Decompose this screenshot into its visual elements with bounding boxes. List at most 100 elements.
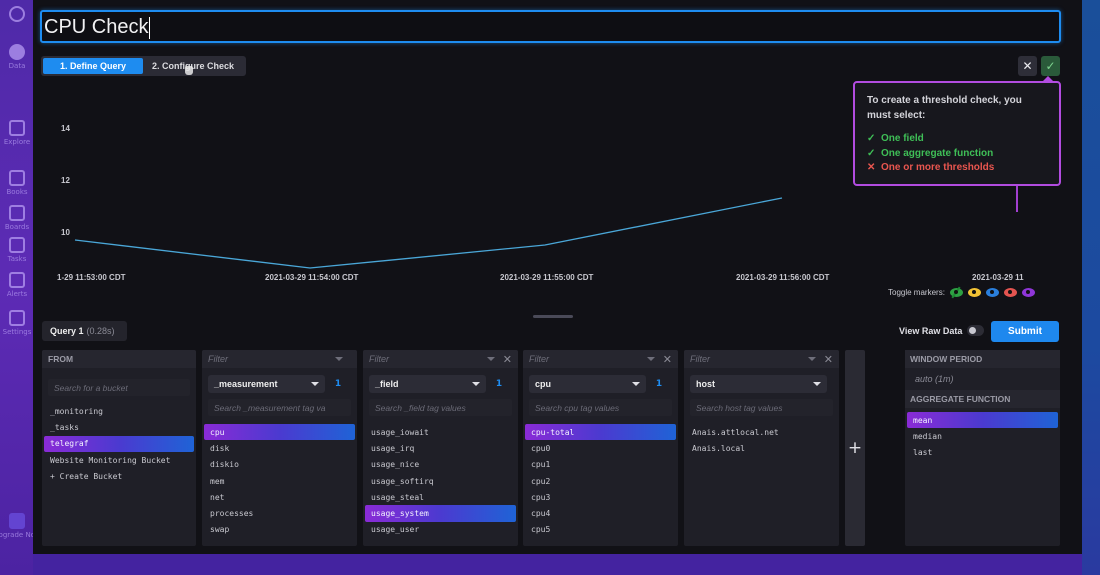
window-period-value[interactable]: auto (1m)	[915, 374, 954, 384]
check-icon: ✓	[867, 147, 876, 159]
tag-key-select[interactable]: _measurement	[208, 375, 325, 393]
tag-value-item[interactable]: usage_irq	[371, 443, 415, 453]
step-tabs: 1. Define Query 2. Configure Check	[41, 56, 246, 76]
tab-configure-check[interactable]: 2. Configure Check	[151, 61, 234, 71]
tag-key-select[interactable]: cpu	[529, 375, 646, 393]
nav-explore[interactable]: Explore	[3, 120, 31, 156]
tag-value-item[interactable]: cpu5	[531, 525, 551, 535]
logo-icon[interactable]	[3, 6, 31, 42]
bucket-item[interactable]: _tasks	[50, 422, 79, 432]
tag-value-item[interactable]: usage_steal	[371, 492, 424, 502]
threshold-line-marker	[1016, 186, 1018, 212]
filter-select[interactable]: Filter	[690, 354, 710, 364]
x-tick: 2021-03-29 11:55:00 CDT	[500, 273, 594, 282]
resize-handle[interactable]	[533, 315, 573, 318]
tag-value-item[interactable]: cpu3	[531, 492, 551, 502]
x-tick: 2021-03-29 11:54:00 CDT	[265, 273, 359, 282]
chevron-down-icon	[813, 382, 821, 386]
nav-books[interactable]: Books	[3, 170, 31, 206]
tag-value-item[interactable]: net	[210, 492, 225, 502]
tag-value-item[interactable]: Anais.local	[692, 443, 745, 453]
aggregate-function-title: AGGREGATE FUNCTION	[905, 390, 1060, 408]
aggregate-function-item[interactable]: mean	[907, 412, 1058, 429]
tag-search-input[interactable]: Search _measurement tag va	[208, 399, 351, 416]
tag-value-item[interactable]: cpu4	[531, 509, 551, 519]
text-caret	[149, 16, 151, 39]
tag-value-item[interactable]: usage_system	[365, 505, 516, 522]
raw-data-toggle[interactable]	[967, 325, 985, 336]
caret-down-icon[interactable]	[335, 357, 343, 361]
view-raw-data[interactable]: View Raw Data	[899, 325, 985, 336]
caret-down-icon[interactable]	[486, 357, 495, 361]
submit-button[interactable]: Submit	[991, 321, 1059, 342]
aggregate-function-item[interactable]: last	[913, 448, 933, 458]
tag-key-select[interactable]: host	[690, 375, 827, 393]
toggle-markers: Toggle markers:	[888, 288, 1035, 297]
tag-value-item[interactable]: cpu	[204, 424, 355, 441]
save-check-button[interactable]: ✓	[1041, 56, 1060, 76]
eye-off-icon[interactable]	[949, 288, 963, 297]
check-name-value: CPU Check	[44, 16, 149, 38]
tag-value-item[interactable]: cpu1	[531, 460, 551, 470]
tag-value-item[interactable]: usage_softirq	[371, 476, 434, 486]
eye-icon[interactable]	[967, 288, 981, 297]
eye-icon[interactable]	[985, 288, 999, 297]
close-button[interactable]: ✕	[1018, 56, 1037, 76]
tag-value-item[interactable]: usage_user	[371, 525, 420, 535]
eye-icon[interactable]	[1021, 288, 1035, 297]
calendar-icon	[9, 237, 25, 253]
remove-filter-icon[interactable]: ✕	[502, 352, 512, 366]
add-filter-button[interactable]: +	[845, 350, 865, 546]
tag-value-item[interactable]: cpu2	[531, 476, 551, 486]
pointer-cursor-icon	[185, 66, 193, 75]
nav-boards[interactable]: Boards	[3, 205, 31, 241]
caret-down-icon[interactable]	[807, 357, 816, 361]
tag-value-item[interactable]: cpu-total	[525, 424, 676, 441]
tag-value-item[interactable]: swap	[210, 525, 230, 535]
tab-define-query[interactable]: 1. Define Query	[43, 58, 143, 74]
popover-message: To create a threshold check, you must se…	[867, 95, 1022, 121]
remove-filter-icon[interactable]: ✕	[823, 352, 833, 366]
tag-value-item[interactable]: usage_iowait	[371, 427, 429, 437]
nav-alerts[interactable]: Alerts	[3, 272, 31, 308]
tag-value-item[interactable]: disk	[210, 443, 230, 453]
tag-search-input[interactable]: Search _field tag values	[369, 399, 512, 416]
tag-key-select[interactable]: _field	[369, 375, 486, 393]
x-icon: ✕	[867, 162, 876, 173]
tag-value-item[interactable]: processes	[210, 509, 254, 519]
tag-search-input[interactable]: Search cpu tag values	[529, 399, 672, 416]
tag-value-item[interactable]: mem	[210, 476, 225, 486]
nav-settings[interactable]: Settings	[3, 310, 31, 346]
chevron-down-icon	[472, 382, 480, 386]
bucket-search-input[interactable]: Search for a bucket	[48, 379, 190, 396]
aggregate-function-item[interactable]: median	[913, 431, 942, 441]
caret-down-icon[interactable]	[646, 357, 655, 361]
left-navigation: Data Explore Books Boards Tasks Alerts S…	[0, 0, 41, 575]
query-tab[interactable]: Query 1 (0.28s)	[42, 321, 127, 341]
tag-value-item[interactable]: usage_nice	[371, 460, 420, 470]
tag-value-item[interactable]: diskio	[210, 460, 239, 470]
bucket-item[interactable]: telegraf	[44, 435, 194, 452]
check-name-input[interactable]: CPU Check	[40, 10, 1061, 43]
tag-value-item[interactable]: Anais.attlocal.net	[692, 427, 779, 437]
remove-filter-icon[interactable]: ✕	[662, 352, 672, 366]
tag-search-input[interactable]: Search host tag values	[690, 399, 833, 416]
bucket-item[interactable]: _monitoring	[50, 406, 103, 416]
eye-icon[interactable]	[1003, 288, 1017, 297]
filter-card-measurement: Filter _measurement 1 Search _measuremen…	[202, 350, 357, 546]
create-bucket-link[interactable]: + Create Bucket	[50, 471, 123, 481]
bucket-item[interactable]: Website Monitoring Bucket	[50, 455, 171, 465]
chevron-down-icon	[311, 382, 319, 386]
filter-card-host: Filter ✕ host Search host tag values Anai…	[684, 350, 839, 546]
tag-value-item[interactable]: cpu0	[531, 443, 551, 453]
filter-select[interactable]: Filter	[208, 354, 228, 364]
nav-upgrade[interactable]: Upgrade Now	[0, 513, 41, 549]
y-tick: 12	[61, 176, 70, 185]
nav-tasks[interactable]: Tasks	[3, 237, 31, 273]
selected-count: 1	[495, 379, 503, 389]
crown-icon	[9, 513, 25, 529]
filter-select[interactable]: Filter	[369, 354, 389, 364]
requirement-thresholds: ✕ One or more thresholds	[867, 161, 1047, 176]
filter-select[interactable]: Filter	[529, 354, 549, 364]
nav-avatar[interactable]: Data	[3, 44, 31, 80]
